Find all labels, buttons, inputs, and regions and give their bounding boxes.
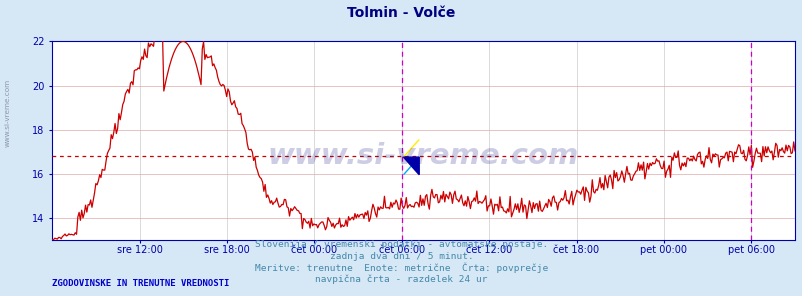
Text: Meritve: trenutne  Enote: metrične  Črta: povprečje: Meritve: trenutne Enote: metrične Črta: … [254,263,548,273]
Text: Tolmin - Volče: Tolmin - Volče [347,6,455,20]
Polygon shape [403,157,419,175]
Text: Slovenija / vremenski podatki - avtomatske postaje.: Slovenija / vremenski podatki - avtomats… [254,240,548,249]
Text: www.si-vreme.com: www.si-vreme.com [268,142,578,170]
Polygon shape [403,157,419,175]
Text: www.si-vreme.com: www.si-vreme.com [5,78,11,147]
Text: zadnja dva dni / 5 minut.: zadnja dva dni / 5 minut. [329,252,473,260]
Polygon shape [403,139,419,157]
Text: ZGODOVINSKE IN TRENUTNE VREDNOSTI: ZGODOVINSKE IN TRENUTNE VREDNOSTI [52,279,229,288]
Text: navpična črta - razdelek 24 ur: navpična črta - razdelek 24 ur [315,275,487,284]
